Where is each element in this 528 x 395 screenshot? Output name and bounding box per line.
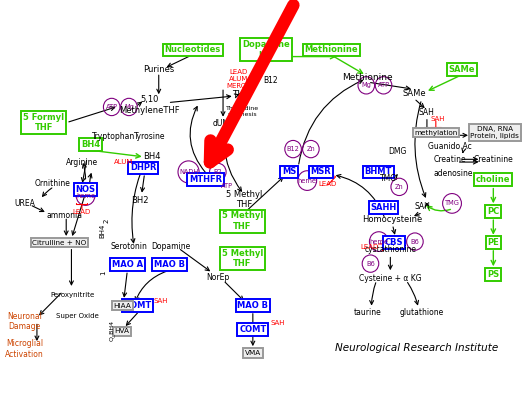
Text: LEAD: LEAD	[360, 245, 379, 250]
Text: Arginine: Arginine	[66, 158, 98, 167]
Text: MAO B: MAO B	[154, 260, 185, 269]
Text: Ornithine: Ornithine	[35, 179, 71, 188]
Text: PC: PC	[487, 207, 499, 216]
Text: DNA, RNA
Protein, lipids: DNA, RNA Protein, lipids	[470, 126, 520, 139]
Text: SAHH: SAHH	[371, 203, 397, 212]
Text: Zn: Zn	[395, 184, 403, 190]
Text: LEAD
ALUM
MERCU: LEAD ALUM MERCU	[227, 70, 251, 89]
Text: B12: B12	[287, 146, 299, 152]
Text: NADH: NADH	[179, 169, 198, 175]
Text: Tryptophan: Tryptophan	[92, 132, 135, 141]
Text: COMT: COMT	[239, 325, 267, 334]
Text: MAO A: MAO A	[112, 260, 143, 269]
Text: Creatine: Creatine	[433, 155, 466, 164]
Text: Dopamine: Dopamine	[151, 242, 191, 251]
Text: SAMe: SAMe	[402, 90, 426, 98]
Text: ammonia: ammonia	[46, 211, 83, 220]
Text: Creatinine: Creatinine	[474, 155, 513, 164]
Text: 5 Methyl
THF: 5 Methyl THF	[222, 211, 263, 231]
Text: UREA: UREA	[14, 199, 35, 208]
Text: MSR: MSR	[310, 167, 331, 177]
Text: Citrulline + NO: Citrulline + NO	[32, 240, 87, 246]
Text: SAH: SAH	[270, 320, 285, 325]
Text: ATP: ATP	[106, 104, 118, 110]
Text: Mg: Mg	[124, 104, 134, 110]
Text: B6: B6	[366, 261, 375, 267]
Text: LEAD: LEAD	[73, 209, 91, 215]
Text: SAH: SAH	[430, 116, 445, 122]
Text: Dopamine
IGF: Dopamine IGF	[242, 40, 290, 60]
Text: Nucleotides: Nucleotides	[165, 45, 221, 55]
Text: HVA: HVA	[115, 328, 130, 334]
Text: heme: heme	[76, 192, 95, 199]
Text: 2: 2	[103, 219, 109, 223]
Text: SAMe: SAMe	[449, 65, 475, 74]
Text: VMA: VMA	[244, 350, 261, 356]
Text: TMG: TMG	[445, 200, 459, 207]
Text: Thymidine
synthesis: Thymidine synthesis	[226, 106, 259, 117]
Text: Microglial
Activation: Microglial Activation	[5, 339, 44, 359]
Text: PS: PS	[487, 270, 499, 279]
Text: BH2: BH2	[130, 196, 148, 205]
Text: B6: B6	[411, 239, 419, 245]
Text: 5 Methyl
THF: 5 Methyl THF	[222, 249, 263, 268]
Text: MTHFR: MTHFR	[189, 175, 222, 184]
Text: Homocysteine: Homocysteine	[362, 214, 422, 224]
Text: PE: PE	[487, 238, 499, 247]
Text: NorEp: NorEp	[206, 273, 230, 282]
Text: Tyrosine: Tyrosine	[134, 132, 166, 141]
Text: ATP: ATP	[221, 183, 233, 189]
Text: DMG: DMG	[389, 147, 407, 156]
Text: SAH: SAH	[153, 297, 167, 304]
Text: cystathionine: cystathionine	[364, 245, 417, 254]
Text: adenosine: adenosine	[433, 169, 473, 178]
Text: Guanido Ac: Guanido Ac	[428, 142, 472, 151]
Text: SAH: SAH	[415, 202, 431, 211]
Text: Methionine: Methionine	[305, 45, 358, 55]
Text: ALUM: ALUM	[114, 159, 134, 165]
Text: Purines: Purines	[143, 65, 174, 74]
Text: B12: B12	[263, 76, 277, 85]
Text: NOS: NOS	[76, 185, 96, 194]
Text: Methionine: Methionine	[343, 73, 393, 82]
Text: 5,10
MethyleneTHF: 5,10 MethyleneTHF	[119, 95, 180, 115]
Text: Peroxynitrite: Peroxynitrite	[50, 292, 95, 298]
Text: heme: heme	[298, 178, 317, 184]
Text: BH4: BH4	[100, 224, 106, 238]
Text: Neurological Research Institute: Neurological Research Institute	[335, 343, 498, 353]
Text: MS: MS	[282, 167, 297, 177]
Text: MAO B: MAO B	[238, 301, 268, 310]
Text: Mg: Mg	[361, 82, 371, 88]
Text: 5 Formyl
THF: 5 Formyl THF	[23, 113, 64, 132]
Text: glutathione: glutathione	[400, 308, 444, 317]
Text: DHPR: DHPR	[130, 164, 156, 173]
Text: heme: heme	[369, 239, 388, 245]
Text: Super Oxide: Super Oxide	[56, 313, 99, 320]
Text: Cysteine + α KG: Cysteine + α KG	[359, 274, 422, 283]
Text: Q_BH4: Q_BH4	[109, 320, 115, 341]
Text: 5 Methyl
THF: 5 Methyl THF	[226, 190, 262, 209]
Text: Neuronal
Damage: Neuronal Damage	[7, 312, 42, 331]
Text: BH4: BH4	[143, 152, 161, 162]
Text: dUMP: dUMP	[212, 119, 234, 128]
Text: taurine: taurine	[354, 308, 382, 317]
Text: methylation: methylation	[414, 130, 457, 135]
Text: BHMT: BHMT	[365, 167, 392, 177]
Text: choline: choline	[476, 175, 511, 184]
Text: HIAA: HIAA	[113, 303, 131, 309]
Text: Zn: Zn	[306, 146, 315, 152]
Text: ATP: ATP	[378, 82, 390, 88]
Text: TMG: TMG	[380, 174, 397, 183]
Text: LEAD: LEAD	[318, 181, 337, 187]
Text: COMT: COMT	[124, 301, 152, 310]
Text: BH4: BH4	[81, 140, 100, 149]
Text: THF: THF	[232, 90, 249, 99]
Text: Serotonin: Serotonin	[110, 242, 147, 251]
Text: SAH: SAH	[419, 108, 435, 117]
Text: 1: 1	[100, 271, 106, 275]
Text: B2: B2	[213, 169, 222, 175]
Text: CBS: CBS	[385, 238, 403, 247]
